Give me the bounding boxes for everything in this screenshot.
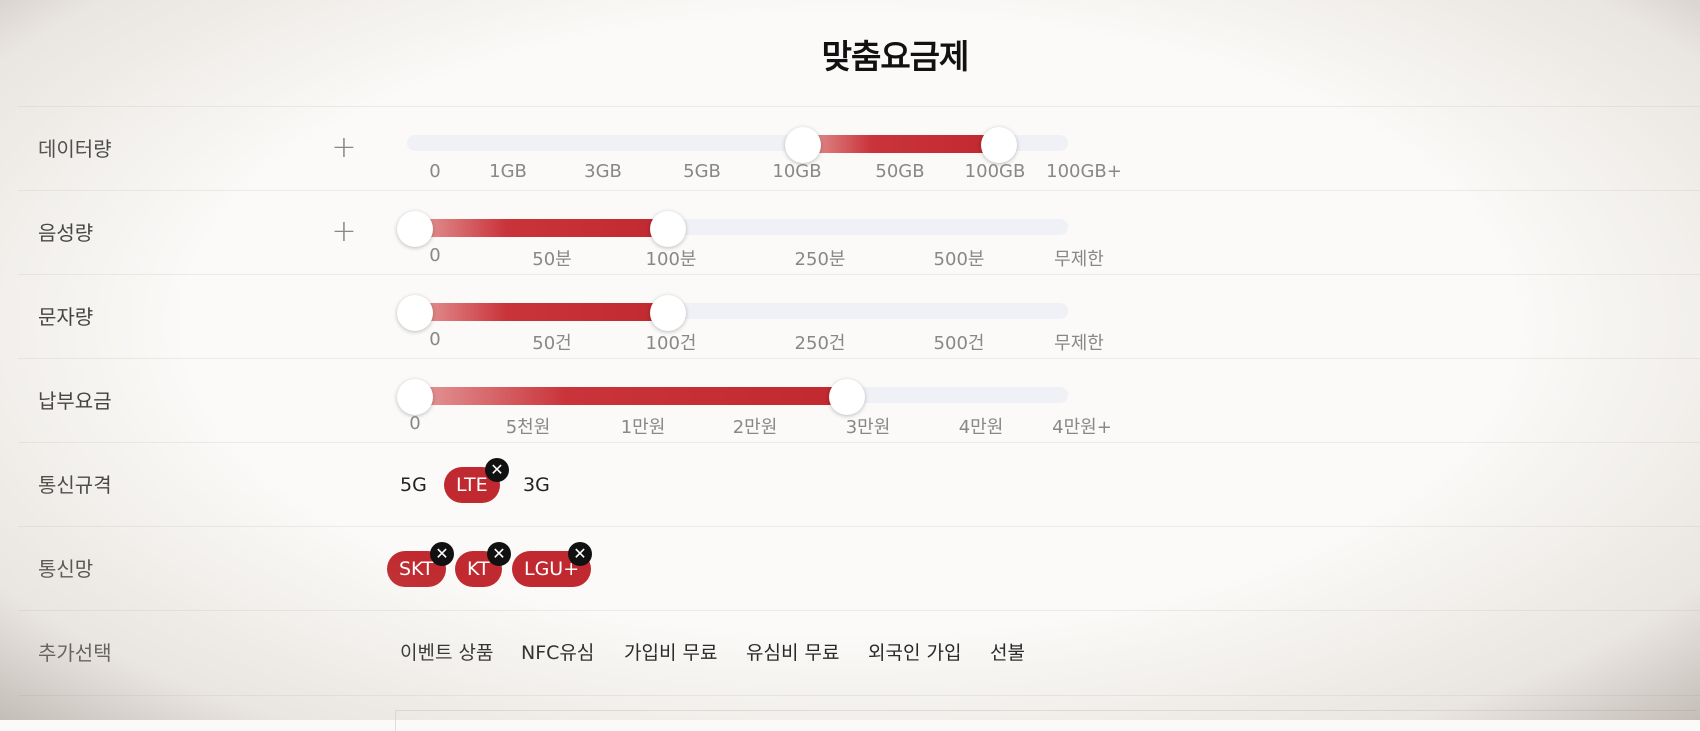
slider-max-knob[interactable]	[650, 295, 686, 331]
extra-option-event[interactable]: 이벤트 상품	[400, 642, 494, 664]
tick-label: 10GB	[772, 161, 822, 182]
tick-label: 500건	[933, 333, 985, 354]
tick-label: 3GB	[584, 161, 622, 182]
tick-label: 0	[429, 161, 441, 182]
row-voice: 음성량 + 0 50분 100분 250분 500분 무제한	[18, 190, 1700, 275]
tick-label: 4만원+	[1052, 417, 1112, 438]
slider-fill	[415, 219, 677, 237]
row-data: 데이터량 + 0 1GB 3GB 5GB 10GB 50GB 100GB 100…	[18, 106, 1700, 191]
tick-label: 100분	[645, 249, 697, 270]
tick-label: 무제한	[1054, 249, 1104, 270]
slider-fill	[415, 303, 677, 321]
tick-label: 5천원	[505, 417, 551, 438]
plus-icon[interactable]: +	[331, 130, 357, 165]
tick-label: 100건	[645, 333, 697, 354]
sms-slider[interactable]: 0 50건 100건 250건 500건 무제한	[387, 295, 1104, 354]
tick-label: 1GB	[489, 161, 527, 182]
data-slider[interactable]: 0 1GB 3GB 5GB 10GB 50GB 100GB 100GB+	[387, 127, 1122, 182]
slider-min-knob[interactable]	[397, 379, 433, 415]
extra-label: 추가선택	[38, 641, 112, 665]
tick-label: 4만원	[958, 417, 1004, 438]
extra-option-nfc[interactable]: NFC유심	[521, 642, 595, 664]
tick-label: 100GB+	[1046, 161, 1122, 182]
close-icon[interactable]: ✕	[487, 542, 511, 566]
slider-fill	[415, 387, 849, 405]
tick-label: 0	[429, 245, 441, 266]
slider-min-knob[interactable]	[397, 295, 433, 331]
spec-option-5g[interactable]: 5G	[400, 474, 427, 496]
tick-label: 1만원	[620, 417, 666, 438]
tick-label: 50건	[532, 333, 572, 354]
tick-label: 50GB	[875, 161, 925, 182]
spec-label: 통신규격	[38, 473, 112, 497]
fee-slider[interactable]: 0 5천원 1만원 2만원 3만원 4만원 4만원+	[387, 379, 1112, 438]
tick-label: 2만원	[732, 417, 778, 438]
close-icon[interactable]: ✕	[568, 542, 592, 566]
tick-label: 0	[409, 413, 421, 434]
tick-label: 5GB	[683, 161, 721, 182]
voice-slider[interactable]: 0 50분 100분 250분 500분 무제한	[387, 211, 1104, 270]
extra-option-prepaid[interactable]: 선불	[990, 642, 1025, 664]
extra-option-no-join-fee[interactable]: 가입비 무료	[624, 642, 718, 664]
plus-icon[interactable]: +	[331, 214, 357, 249]
row-spec: 통신규격 5G LTE ✕ 3G	[18, 442, 1700, 527]
slider-fill	[803, 135, 999, 153]
fee-label: 납부요금	[38, 389, 112, 413]
tick-label: 250건	[794, 333, 846, 354]
slider-min-knob[interactable]	[397, 211, 433, 247]
slider-min-knob[interactable]	[785, 127, 821, 163]
tick-label: 3만원	[845, 417, 891, 438]
tick-label: 100GB	[964, 161, 1026, 182]
close-icon[interactable]: ✕	[485, 458, 509, 482]
results-panel-edge	[395, 710, 1696, 731]
data-label: 데이터량	[38, 137, 112, 161]
row-extra: 추가선택 이벤트 상품 NFC유심 가입비 무료 유심비 무료 외국인 가입 선…	[18, 610, 1700, 696]
page-title: 맞춤요금제	[821, 37, 970, 76]
row-sms: 문자량 0 50건 100건 250건 500건 무제한	[18, 274, 1700, 359]
slider-max-knob[interactable]	[981, 127, 1017, 163]
voice-label: 음성량	[38, 221, 94, 245]
slider-max-knob[interactable]	[829, 379, 865, 415]
tick-label: 0	[429, 329, 441, 350]
slider-max-knob[interactable]	[650, 211, 686, 247]
tick-label: 250분	[794, 249, 846, 270]
spec-option-3g[interactable]: 3G	[523, 474, 550, 496]
sms-label: 문자량	[38, 305, 94, 329]
close-icon[interactable]: ✕	[430, 542, 454, 566]
row-fee: 납부요금 0 5천원 1만원 2만원 3만원 4만원 4만원+	[18, 358, 1700, 443]
tick-label: 50분	[532, 249, 572, 270]
extra-option-foreigner[interactable]: 외국인 가입	[868, 642, 962, 664]
network-label: 통신망	[38, 557, 94, 581]
extra-option-no-usim-fee[interactable]: 유심비 무료	[746, 642, 840, 664]
tick-label: 무제한	[1054, 333, 1104, 354]
row-network: 통신망 SKT ✕ KT ✕ LGU+ ✕	[18, 526, 1700, 611]
tick-label: 500분	[933, 249, 985, 270]
